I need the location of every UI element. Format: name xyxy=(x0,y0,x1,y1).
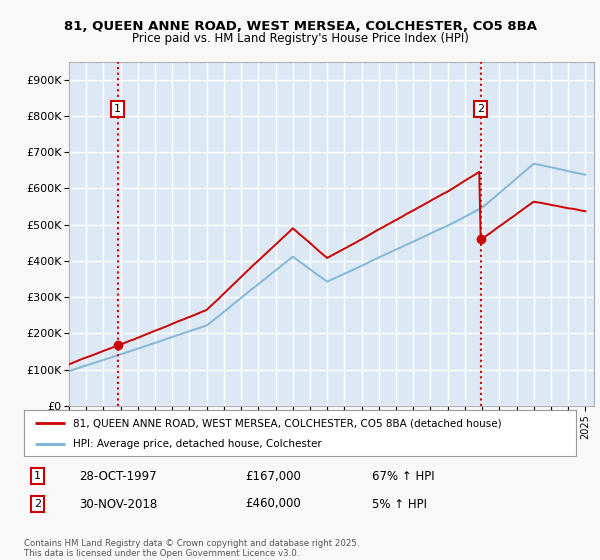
Text: 67% ↑ HPI: 67% ↑ HPI xyxy=(372,470,434,483)
Text: 5% ↑ HPI: 5% ↑ HPI xyxy=(372,497,427,511)
Text: 28-OCT-1997: 28-OCT-1997 xyxy=(79,470,157,483)
Text: 30-NOV-2018: 30-NOV-2018 xyxy=(79,497,157,511)
Text: £167,000: £167,000 xyxy=(245,470,301,483)
Text: £460,000: £460,000 xyxy=(245,497,301,511)
Text: Price paid vs. HM Land Registry's House Price Index (HPI): Price paid vs. HM Land Registry's House … xyxy=(131,32,469,45)
Text: 1: 1 xyxy=(34,472,41,482)
Text: HPI: Average price, detached house, Colchester: HPI: Average price, detached house, Colc… xyxy=(73,438,322,449)
Text: 2: 2 xyxy=(34,499,41,509)
Text: Contains HM Land Registry data © Crown copyright and database right 2025.
This d: Contains HM Land Registry data © Crown c… xyxy=(24,539,359,558)
Text: 2: 2 xyxy=(477,104,484,114)
Text: 1: 1 xyxy=(114,104,121,114)
Text: 81, QUEEN ANNE ROAD, WEST MERSEA, COLCHESTER, CO5 8BA: 81, QUEEN ANNE ROAD, WEST MERSEA, COLCHE… xyxy=(64,20,536,32)
Text: 81, QUEEN ANNE ROAD, WEST MERSEA, COLCHESTER, CO5 8BA (detached house): 81, QUEEN ANNE ROAD, WEST MERSEA, COLCHE… xyxy=(73,418,501,428)
